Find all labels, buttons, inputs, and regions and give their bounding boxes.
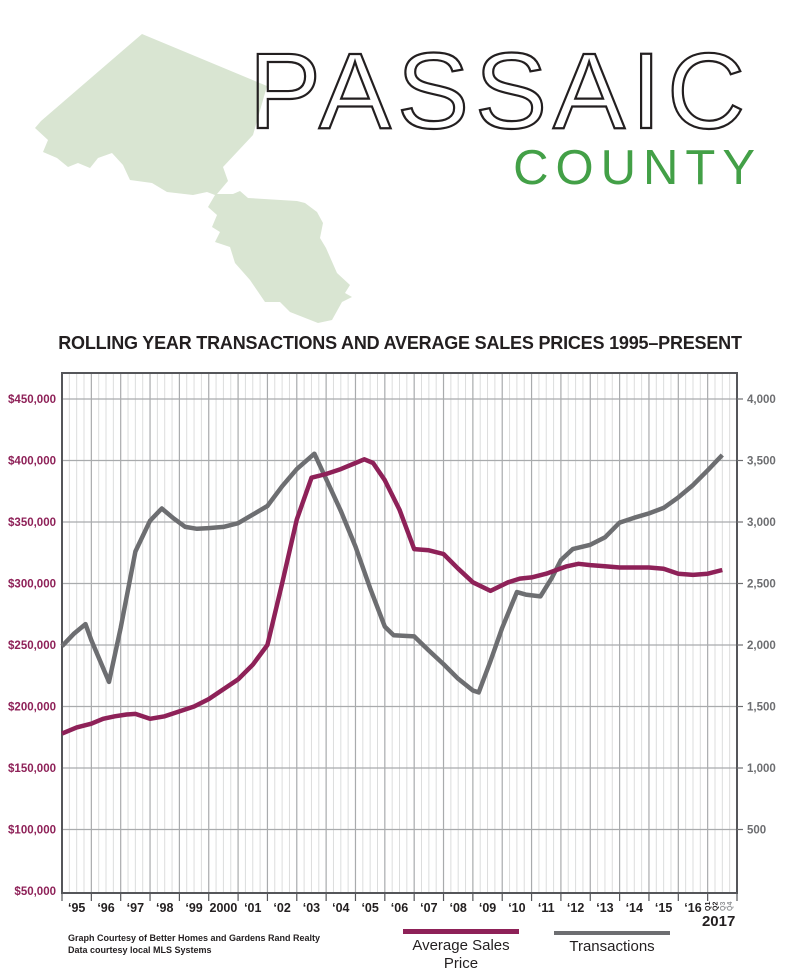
year-label: ‘96 [97,901,114,915]
transactions-tick-label: 3,000 [747,517,776,529]
transactions-tick-label: 2,500 [747,579,776,591]
year-label: ‘14 [626,901,643,915]
source-note: Graph Courtesy of Better Homes and Garde… [68,933,320,956]
year-label: ‘10 [508,901,525,915]
year-label: ‘99 [185,901,202,915]
year-label: ‘06 [391,901,408,915]
passaic-title: PASSAIC [249,30,751,150]
quarter-label-2017: Q2 [712,902,719,911]
year-labels: ‘95 ‘96 ‘97 ‘98 ‘99 2000 ‘01 ‘02 ‘03 ‘04 ‘05 ‘06 ‘07… [68,901,735,930]
average-sales-price-swatch [403,929,519,934]
transactions-tick-label: 1,500 [747,702,776,714]
transactions-axis: 500 1,000 1,500 2,000 2,500 3,000 3,500 4,000 [737,394,776,837]
year-ticks [61,893,738,901]
year-label: ‘05 [361,901,378,915]
year-label: ‘15 [655,901,672,915]
source-note-line2: Data courtesy local MLS Systems [68,944,212,955]
year-label: ‘16 [684,901,701,915]
legend-item-transactions: Transactions [554,929,670,956]
final-year-label: 2017 [702,913,735,930]
year-label: ‘03 [303,901,320,915]
year-label: ‘98 [156,901,173,915]
year-label: ‘08 [450,901,467,915]
quarter-label-2017: Q4 [727,902,734,911]
chart-title: ROLLING YEAR TRANSACTIONS AND AVERAGE SA… [58,333,742,353]
price-tick-label: $450,000 [8,394,56,406]
county-map-shape [35,34,352,323]
quarter-label-2017: Q3 [720,902,727,911]
year-label: ‘97 [127,901,144,915]
quarter-label-2017: Q1 [705,902,712,911]
transactions-tick-label: 2,000 [747,640,776,652]
year-gridlines [90,373,709,893]
legend-item-average-sales-price: Average Sales Price [403,929,519,973]
year-label: 2000 [210,901,238,915]
price-tick-label: $300,000 [8,579,56,591]
price-axis: $50,000 $100,000 $150,000 $200,000 $250,000 $… [8,394,56,898]
price-tick-label: $350,000 [8,517,56,529]
year-label: ‘11 [538,901,555,915]
passaic-county-map [35,34,352,323]
transactions-tick-label: 500 [747,825,766,837]
legend-label: Transactions [569,938,655,955]
year-label: ‘95 [68,901,85,915]
transactions-tick-label: 1,000 [747,763,776,775]
price-tick-label: $400,000 [8,456,56,468]
year-label: ‘13 [596,901,613,915]
price-tick-label: $150,000 [8,763,56,775]
plot-frame [61,372,738,894]
rolling-year-chart: 500 1,000 1,500 2,000 2,500 3,000 3,500 4,000 $5… [8,372,776,930]
year-label: ‘07 [420,901,437,915]
source-note-line1: Graph Courtesy of Better Homes and Garde… [68,933,321,943]
transactions-tick-label: 3,500 [747,456,776,468]
price-tick-label: $100,000 [8,825,56,837]
year-label: ‘01 [244,901,261,915]
price-tick-label: $200,000 [8,702,56,714]
price-tick-label: $250,000 [8,640,56,652]
year-label: ‘02 [273,901,290,915]
year-label: ‘04 [332,901,349,915]
transactions-tick-label: 4,000 [747,394,776,406]
average-sales-price-line [61,457,723,736]
year-label: ‘12 [567,901,584,915]
county-title: COUNTY [513,141,762,195]
price-tick-label: $50,000 [14,886,56,898]
transactions-swatch [554,931,670,935]
passaic-wordmark: PASSAIC [248,29,751,150]
quarter-gridlines [68,373,731,893]
legend-label: Average Sales Price [412,937,510,972]
transactions-line [60,451,724,695]
year-label: ‘09 [479,901,496,915]
